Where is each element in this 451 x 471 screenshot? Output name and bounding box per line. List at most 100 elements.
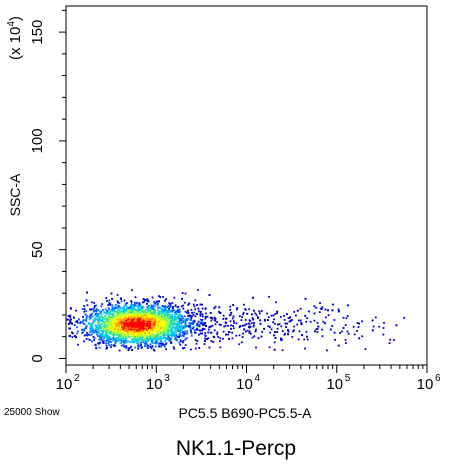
event-dot xyxy=(213,316,216,319)
event-dot xyxy=(169,329,172,332)
event-dot xyxy=(140,328,143,330)
event-dot xyxy=(179,318,182,321)
event-dot xyxy=(105,342,108,345)
event-dot xyxy=(134,308,136,311)
event-dot xyxy=(184,292,187,295)
event-dot xyxy=(183,319,186,322)
event-dot xyxy=(86,332,88,334)
event-dot xyxy=(337,308,340,311)
event-dot xyxy=(106,300,108,302)
event-dot xyxy=(128,347,131,350)
event-dot xyxy=(245,323,248,325)
event-dot xyxy=(108,315,111,317)
event-dot xyxy=(158,345,160,348)
event-dot xyxy=(108,313,111,315)
event-dot xyxy=(140,325,143,328)
event-dot xyxy=(149,323,152,326)
event-dot xyxy=(108,322,110,325)
event-dot xyxy=(291,336,294,338)
event-dot xyxy=(204,332,207,335)
event-dot xyxy=(274,322,276,325)
event-dot xyxy=(152,333,155,336)
event-dot xyxy=(179,343,182,346)
event-dot xyxy=(145,303,148,305)
event-dot xyxy=(68,334,71,337)
event-dot xyxy=(114,342,117,344)
event-dot xyxy=(126,312,129,315)
event-dot xyxy=(160,320,163,323)
event-dot xyxy=(101,330,104,332)
event-dot xyxy=(187,303,190,306)
event-dot xyxy=(122,320,125,323)
event-dot xyxy=(114,344,117,347)
event-dot xyxy=(139,332,142,334)
event-dot xyxy=(244,324,246,327)
event-dot xyxy=(280,337,282,340)
event-dot xyxy=(175,335,178,338)
event-dot xyxy=(127,336,130,338)
event-dot xyxy=(193,320,196,323)
event-dot xyxy=(147,340,149,342)
event-dot xyxy=(249,319,251,322)
event-dot xyxy=(105,297,108,299)
event-dot xyxy=(284,322,287,325)
event-dot xyxy=(153,349,156,352)
event-dot xyxy=(146,332,149,334)
event-dot xyxy=(378,325,381,328)
event-dot xyxy=(117,309,120,311)
event-dot xyxy=(169,310,172,313)
event-dot xyxy=(127,331,129,334)
event-dot xyxy=(166,330,169,333)
event-dot xyxy=(276,312,278,315)
event-dot xyxy=(284,332,287,335)
event-dot xyxy=(157,306,160,309)
event-dot xyxy=(123,333,126,336)
event-dot xyxy=(201,303,203,306)
event-dot xyxy=(177,311,179,314)
event-dot xyxy=(109,324,111,327)
event-dot xyxy=(132,334,135,337)
event-dot xyxy=(123,311,126,314)
event-dot xyxy=(137,330,140,333)
event-dot xyxy=(158,342,160,345)
event-dot xyxy=(118,305,120,308)
event-dot xyxy=(106,309,109,312)
event-dot xyxy=(130,340,132,343)
event-dot xyxy=(103,330,105,332)
event-dot xyxy=(238,343,241,346)
event-dot xyxy=(130,308,133,310)
event-dot xyxy=(253,309,255,312)
event-dot xyxy=(161,319,164,322)
event-dot xyxy=(182,347,184,350)
event-dot xyxy=(178,311,181,313)
event-dot xyxy=(161,305,164,308)
event-dot xyxy=(353,333,356,336)
event-dot xyxy=(76,332,78,335)
event-dot xyxy=(129,305,132,308)
event-dot xyxy=(141,329,144,332)
event-dot xyxy=(93,337,96,339)
event-dot xyxy=(119,330,122,333)
event-dot xyxy=(170,309,173,312)
event-dot xyxy=(138,317,141,320)
event-dot xyxy=(259,312,261,315)
event-dot xyxy=(290,319,293,321)
event-dot xyxy=(251,313,253,316)
event-dot xyxy=(160,315,163,318)
event-dot xyxy=(180,327,183,330)
event-dot xyxy=(134,346,137,349)
event-dot xyxy=(177,328,179,330)
event-dot xyxy=(114,328,116,331)
event-dot xyxy=(210,331,212,334)
event-dot xyxy=(259,322,262,325)
event-dot xyxy=(87,333,90,336)
event-dot xyxy=(232,315,235,318)
event-dot xyxy=(174,315,176,317)
event-dot xyxy=(134,338,136,341)
event-dot xyxy=(114,318,117,320)
event-dot xyxy=(153,308,156,311)
event-dot xyxy=(157,342,159,345)
event-dot xyxy=(287,329,289,331)
event-dot xyxy=(110,331,113,334)
event-dot xyxy=(128,341,131,343)
